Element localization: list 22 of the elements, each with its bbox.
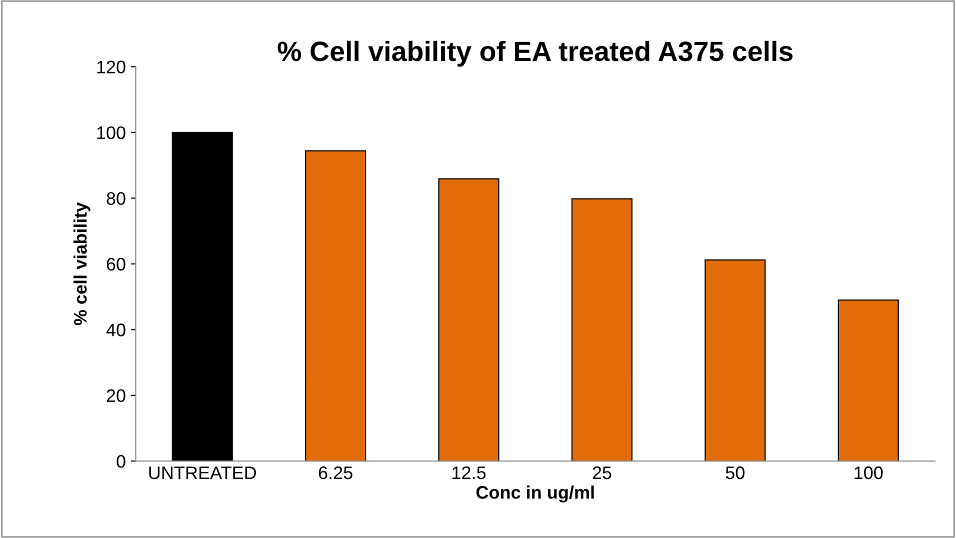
y-tick-label: 60 — [106, 258, 126, 271]
x-tick-label: 25 — [592, 466, 612, 480]
x-axis-title: Conc in ug/ml — [476, 486, 594, 502]
x-tick-label: 12.5 — [452, 466, 486, 480]
x-tick-label: UNTREATED — [149, 466, 256, 480]
x-tick-label: 6.25 — [318, 466, 352, 480]
bar — [704, 259, 766, 462]
y-tick-label: 100 — [97, 126, 126, 140]
bar — [172, 132, 233, 462]
bar — [305, 150, 366, 462]
chart-title: % Cell viability of EA treated A375 cells — [278, 40, 793, 67]
bar — [438, 178, 500, 462]
bar — [571, 198, 632, 462]
bar — [838, 299, 899, 462]
x-tick-label: 50 — [726, 466, 744, 480]
y-tick-label: 80 — [106, 192, 126, 205]
x-tick-label: 100 — [854, 466, 883, 480]
y-tick-label: 40 — [106, 324, 126, 336]
y-axis-title: % cell viability — [74, 202, 90, 326]
y-tick-label: 120 — [97, 60, 126, 74]
y-tick-label: 20 — [106, 389, 126, 402]
y-tick-label: 0 — [116, 455, 126, 468]
